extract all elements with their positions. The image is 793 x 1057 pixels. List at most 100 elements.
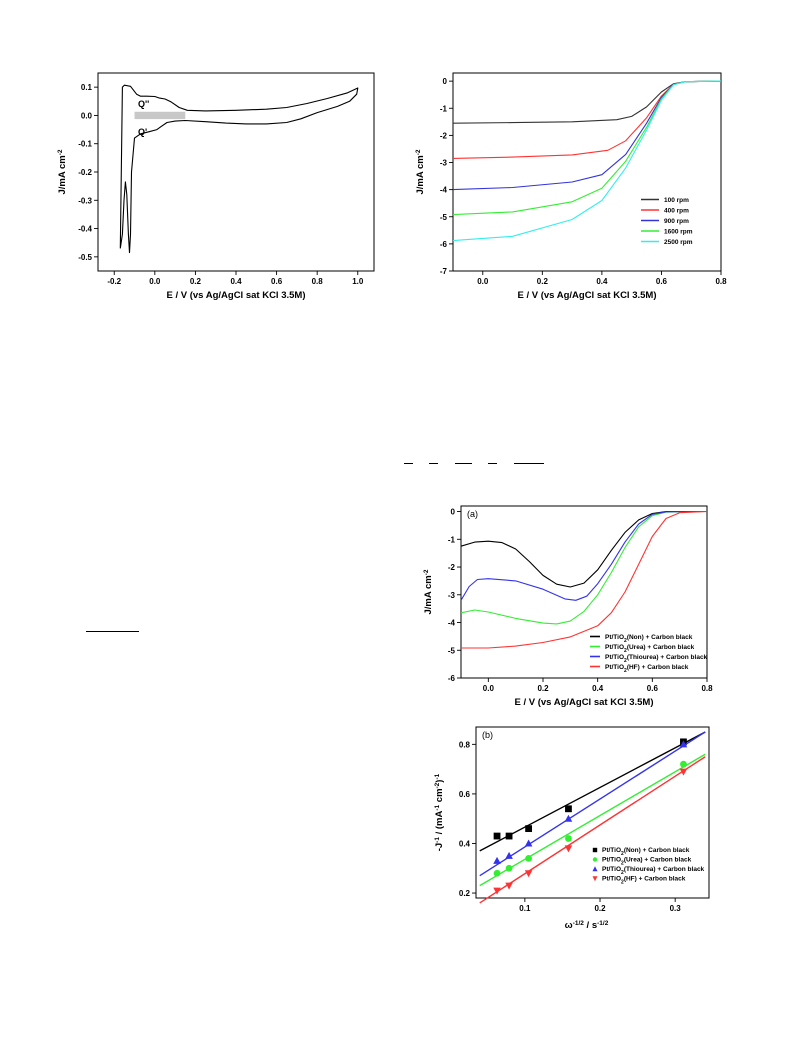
lsv-x-tick-label: 0.0 bbox=[483, 684, 495, 693]
rde-x-axis-title: E / V (vs Ag/AgCl sat KCl 3.5M) bbox=[517, 290, 656, 301]
lsv-y-tick-label: -1 bbox=[448, 535, 456, 544]
kl-data-point bbox=[505, 882, 513, 890]
rde-y-tick-label: 0 bbox=[443, 77, 448, 86]
kl-x-tick-label: 0.3 bbox=[670, 904, 682, 913]
lsv-series-line-1 bbox=[460, 510, 708, 625]
text-fragment-line bbox=[514, 463, 544, 464]
kl-data-point bbox=[564, 814, 573, 822]
kl-x-axis-title: ω-1/2 / s-1/2 bbox=[565, 920, 609, 932]
cv-x-axis-title: E / V (vs Ag/AgCl sat KCl 3.5M) bbox=[166, 290, 305, 301]
kl-data-point bbox=[565, 805, 572, 813]
text-fragment-line bbox=[455, 463, 472, 464]
kl-fit-line-1 bbox=[479, 753, 706, 887]
kl-y-axis-title: -J-1 / (mA-1 cm-2)-1 bbox=[434, 773, 446, 851]
cv-y-tick-label: -0.2 bbox=[78, 168, 92, 177]
lsv-y-tick-label: -4 bbox=[448, 619, 456, 628]
rde-y-axis-title: J/mA cm-2 bbox=[415, 149, 427, 194]
kl-legend-marker bbox=[592, 847, 598, 853]
lsv-legend-label: Pt/TiO2(Thiourea) + Carbon black bbox=[605, 654, 708, 664]
kl-data-point bbox=[505, 832, 513, 840]
rde-legend-label: 100 rpm bbox=[664, 197, 689, 204]
kl-x-tick-label: 0.2 bbox=[594, 904, 606, 913]
rde-y-tick-label: -3 bbox=[440, 159, 448, 168]
lsv-y-tick-label: -2 bbox=[448, 563, 456, 572]
kl-data-point bbox=[493, 856, 501, 864]
lsv-x-tick-label: 0.6 bbox=[647, 684, 659, 693]
kl-legend-marker bbox=[592, 866, 598, 872]
cv-x-tick-label: 1.0 bbox=[352, 277, 364, 286]
lsv-series-line-2 bbox=[460, 510, 708, 601]
cv-y-tick-label: 0.1 bbox=[81, 83, 93, 92]
cv-x-tick-label: 0.8 bbox=[312, 277, 324, 286]
cv-y-tick-label: -0.1 bbox=[78, 140, 92, 149]
rde-plot-frame bbox=[452, 72, 722, 272]
rde-series-line-1 bbox=[452, 80, 722, 159]
kl-fit-line-2 bbox=[479, 731, 706, 877]
rde-legend-label: 400 rpm bbox=[664, 208, 689, 215]
lsv-series-line-0 bbox=[460, 510, 707, 588]
text-fragment-line bbox=[404, 463, 413, 464]
rde-legend-label: 900 rpm bbox=[664, 218, 689, 225]
lsv-y-tick-label: -5 bbox=[448, 646, 456, 655]
kl-fit-line-0 bbox=[479, 731, 706, 852]
text-fragment-line bbox=[429, 463, 438, 464]
rde-x-tick-label: 0.6 bbox=[656, 277, 668, 286]
kl-fit-line-3 bbox=[479, 756, 706, 904]
lsv-legend-label: Pt/TiO2(Non) + Carbon black bbox=[605, 634, 693, 644]
rde-y-tick-label: -7 bbox=[440, 267, 448, 276]
cv-y-axis-title: J/mA cm-2 bbox=[57, 149, 69, 194]
kl-legend-label: Pt/TiO2(Thiourea) + Carbon black bbox=[602, 866, 705, 876]
rde-series-line-3 bbox=[452, 80, 722, 216]
kl-data-point bbox=[524, 839, 533, 847]
cv-x-tick-label: 0.0 bbox=[149, 277, 161, 286]
rde-x-tick-label: 0.8 bbox=[715, 277, 727, 286]
rde-x-tick-label: 0.0 bbox=[477, 277, 489, 286]
lsv-x-tick-label: 0.4 bbox=[592, 684, 604, 693]
kl-data-point bbox=[679, 740, 688, 748]
rde-legend-label: 2500 rpm bbox=[664, 239, 693, 246]
lsv-y-tick-label: 0 bbox=[451, 508, 456, 517]
rde-series-line-0 bbox=[452, 80, 722, 124]
kl-data-point bbox=[505, 851, 513, 859]
lsv-panel-label: (a) bbox=[467, 509, 478, 519]
kl-data-point bbox=[565, 835, 572, 842]
kl-legend-marker bbox=[592, 876, 598, 882]
kl-y-tick-label: 0.8 bbox=[459, 740, 471, 749]
lsv-y-axis-title: J/mA cm-2 bbox=[423, 569, 435, 614]
lsv-legend-label: Pt/TiO2(Urea) + Carbon black bbox=[605, 644, 695, 654]
cv-x-tick-label: 0.6 bbox=[271, 277, 283, 286]
rde-y-tick-label: -4 bbox=[440, 186, 448, 195]
kl-data-point bbox=[525, 854, 533, 862]
kl-plot-frame bbox=[475, 726, 710, 899]
rde-series-line-2 bbox=[452, 80, 722, 191]
rde-y-tick-label: -1 bbox=[440, 104, 448, 113]
lsv-y-tick-label: -3 bbox=[448, 591, 456, 600]
rde-x-tick-label: 0.4 bbox=[596, 277, 608, 286]
rde-x-tick-label: 0.2 bbox=[537, 277, 549, 286]
lsv-x-tick-label: 0.2 bbox=[537, 684, 549, 693]
text-fragment-line bbox=[86, 631, 139, 632]
cv-shaded-charge-region bbox=[134, 111, 186, 120]
kl-legend-label: Pt/TiO2(HF) + Carbon black bbox=[602, 876, 686, 886]
kl-data-point bbox=[525, 825, 533, 833]
kl-legend-marker bbox=[592, 857, 598, 862]
rde-y-tick-label: -2 bbox=[440, 131, 448, 140]
cv-annotation-q-double-prime: Q'' bbox=[138, 99, 149, 109]
kl-data-point bbox=[493, 869, 501, 877]
rde-y-tick-label: -5 bbox=[440, 213, 448, 222]
rde-y-tick-label: -6 bbox=[440, 240, 448, 249]
kl-y-tick-label: 0.4 bbox=[459, 839, 471, 848]
kl-x-tick-label: 0.1 bbox=[519, 904, 531, 913]
rde-series-line-4 bbox=[452, 80, 722, 242]
cv-y-tick-label: -0.4 bbox=[78, 225, 92, 234]
cv-x-tick-label: 0.2 bbox=[190, 277, 202, 286]
kl-legend-label: Pt/TiO2(Non) + Carbon black bbox=[602, 847, 690, 857]
lsv-series-line-3 bbox=[461, 510, 708, 649]
kl-y-tick-label: 0.2 bbox=[459, 889, 471, 898]
lsv-y-tick-label: -6 bbox=[448, 674, 456, 683]
cv-y-tick-label: -0.5 bbox=[78, 253, 92, 262]
kl-data-point bbox=[564, 845, 573, 853]
cv-y-tick-label: 0.0 bbox=[81, 111, 93, 120]
cv-y-tick-label: -0.3 bbox=[78, 196, 92, 205]
cv-annotation-q-prime: Q' bbox=[138, 127, 147, 137]
